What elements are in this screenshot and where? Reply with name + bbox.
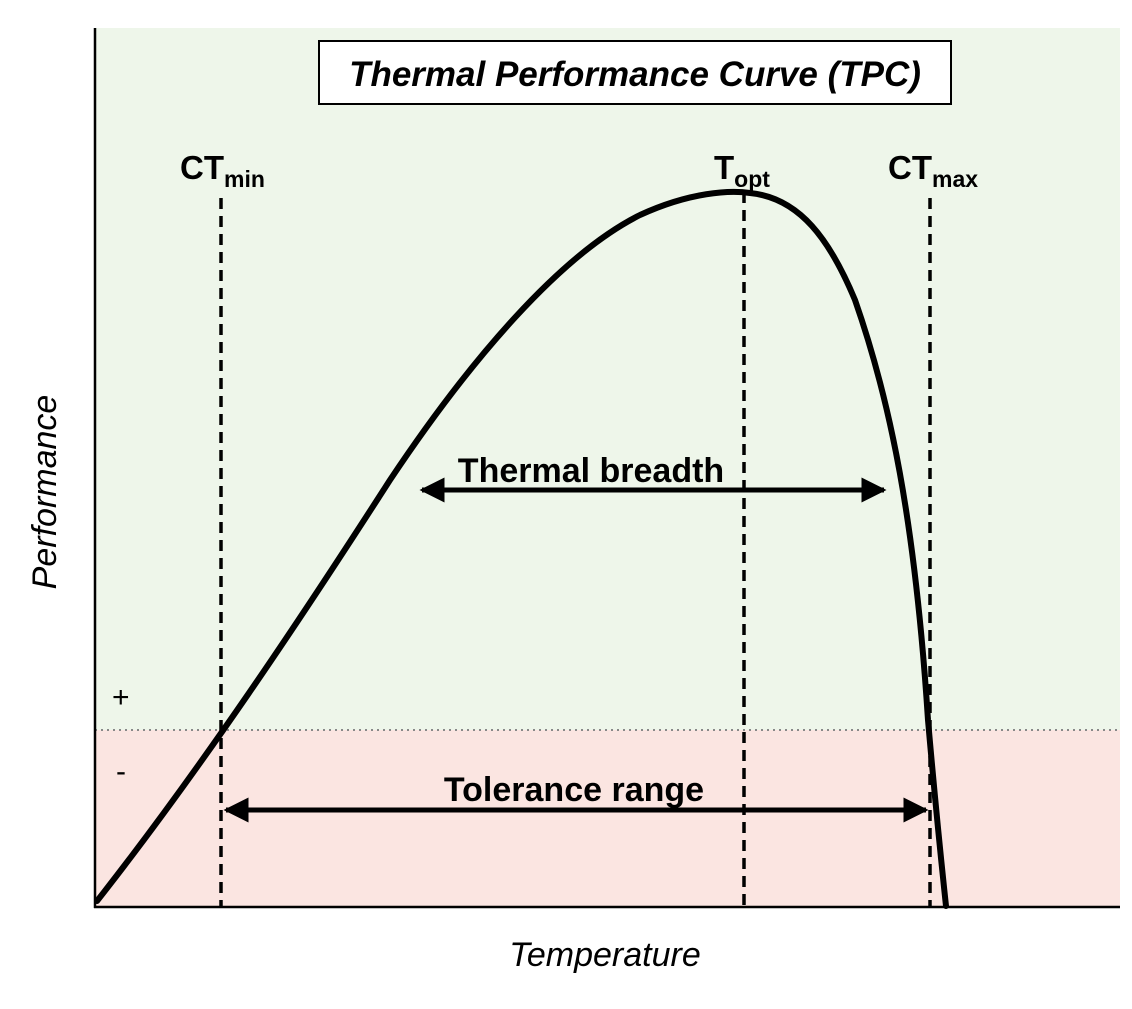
y-axis-label: Performance <box>26 395 64 590</box>
ct-min-label: CTmin <box>180 149 265 192</box>
thermal-breadth-label: Thermal breadth <box>458 452 724 490</box>
positive-sign: + <box>112 681 130 714</box>
x-axis-label: Temperature <box>509 936 701 974</box>
chart-title: Thermal Performance Curve (TPC) <box>349 55 921 94</box>
negative-performance-zone <box>95 730 1120 907</box>
tolerance-range-label: Tolerance range <box>444 771 704 809</box>
ct-max-label: CTmax <box>888 149 978 192</box>
negative-sign: - <box>116 755 126 788</box>
thermal-performance-curve <box>94 188 949 909</box>
t-opt-label: Topt <box>714 149 770 192</box>
title-box <box>318 40 952 105</box>
positive-performance-zone <box>95 28 1120 730</box>
